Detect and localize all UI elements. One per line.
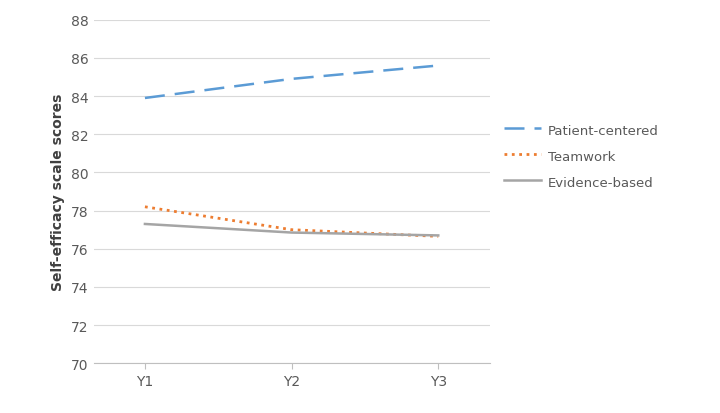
Teamwork bbox=[140, 205, 149, 210]
Teamwork bbox=[287, 228, 296, 233]
Teamwork bbox=[434, 234, 443, 239]
Line: Patient-centered: Patient-centered bbox=[145, 66, 438, 99]
Patient-centered bbox=[287, 77, 296, 82]
Line: Teamwork: Teamwork bbox=[145, 207, 438, 237]
Evidence-based bbox=[140, 222, 149, 227]
Legend: Patient-centered, Teamwork, Evidence-based: Patient-centered, Teamwork, Evidence-bas… bbox=[504, 123, 659, 190]
Patient-centered bbox=[434, 64, 443, 69]
Evidence-based bbox=[434, 233, 443, 238]
Y-axis label: Self-efficacy scale scores: Self-efficacy scale scores bbox=[51, 94, 66, 290]
Evidence-based bbox=[287, 230, 296, 235]
Line: Evidence-based: Evidence-based bbox=[145, 224, 438, 236]
Patient-centered bbox=[140, 96, 149, 101]
